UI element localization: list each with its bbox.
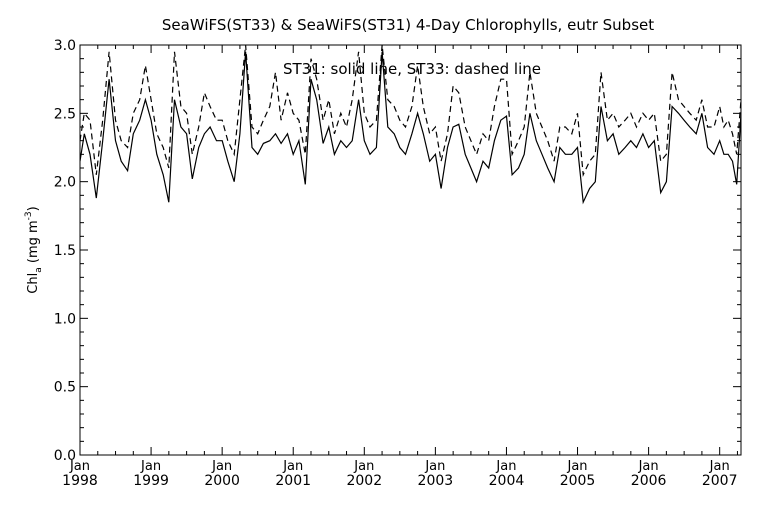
- x-tick-year-label: 2002: [346, 473, 382, 489]
- x-tick-year-label: 2003: [418, 473, 454, 489]
- x-tick-month-label: Jan: [69, 459, 90, 474]
- y-label-main: Chl: [26, 273, 41, 294]
- x-tick-year-label: 1999: [133, 473, 169, 489]
- y-label-subscript: a: [34, 267, 44, 273]
- y-tick-label: 2.0: [54, 175, 76, 191]
- series-layer: [80, 45, 741, 205]
- x-axis: Jan1998Jan1999Jan2000Jan2001Jan2002Jan20…: [62, 45, 738, 489]
- y-tick-label: 0.0: [54, 448, 76, 464]
- y-label-unit: (mg m: [26, 220, 41, 267]
- x-tick-year-label: 1998: [62, 473, 98, 489]
- x-tick-month-label: Jan: [353, 459, 374, 474]
- x-tick-year-label: 2007: [702, 473, 738, 489]
- x-tick-month-label: Jan: [495, 459, 516, 474]
- y-tick-label: 1.5: [54, 243, 76, 259]
- x-tick-month-label: Jan: [567, 459, 588, 474]
- x-tick-month-label: Jan: [211, 459, 232, 474]
- chart-title: SeaWiFS(ST33) & SeaWiFS(ST31) 4-Day Chlo…: [162, 16, 654, 34]
- y-tick-label: 2.5: [54, 106, 76, 122]
- x-tick-month-label: Jan: [140, 459, 161, 474]
- x-tick-month-label: Jan: [638, 459, 659, 474]
- x-tick-month-label: Jan: [282, 459, 303, 474]
- y-label-exponent: -3: [24, 211, 34, 220]
- y-tick-label: 3.0: [54, 38, 76, 54]
- y-tick-label: 0.5: [54, 380, 76, 396]
- y-axis-label: Chla (mg m-3): [24, 206, 44, 293]
- x-tick-year-label: 2006: [631, 473, 667, 489]
- y-axis: 0.0 0.5 1.0 1.5 2.0 2.5 3.0: [54, 38, 741, 464]
- x-tick-month-label: Jan: [709, 459, 730, 474]
- y-label-close: ): [26, 206, 41, 211]
- x-tick-month-label: Jan: [424, 459, 445, 474]
- series-st31-solid-line: [80, 51, 741, 205]
- line-style-note: ST31: solid line, ST33: dashed line: [283, 60, 541, 78]
- x-tick-year-label: 2000: [204, 473, 240, 489]
- x-tick-year-label: 2001: [275, 473, 311, 489]
- x-tick-year-label: 2005: [560, 473, 596, 489]
- plot-frame: [79, 44, 742, 456]
- x-tick-year-label: 2004: [489, 473, 525, 489]
- y-tick-label: 1.0: [54, 311, 76, 327]
